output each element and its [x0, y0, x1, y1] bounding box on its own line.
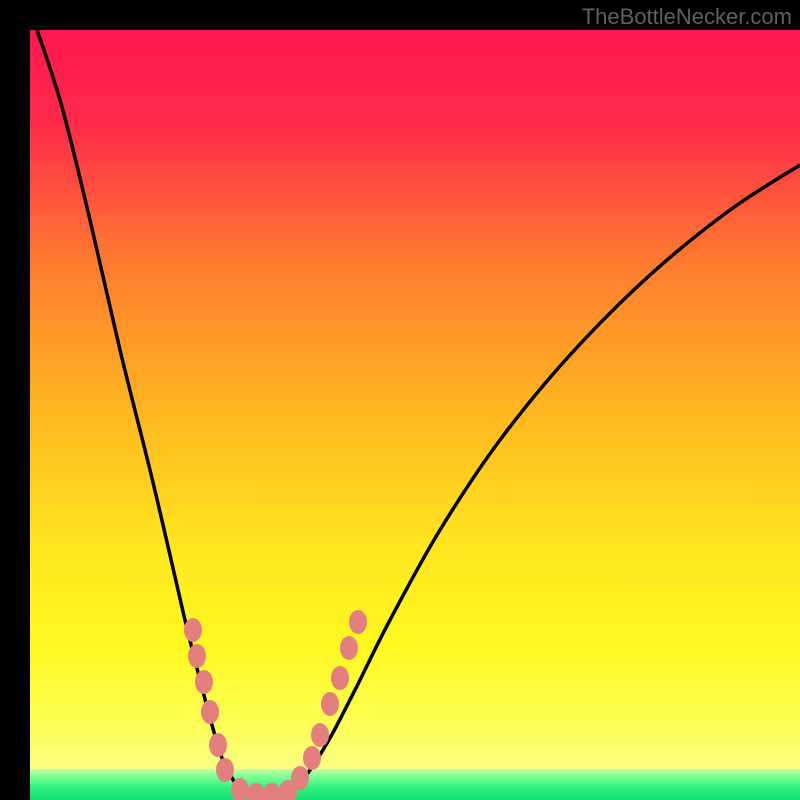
curve-overlay	[0, 0, 800, 800]
data-marker	[263, 783, 281, 800]
data-marker	[209, 733, 227, 757]
bottleneck-curve	[30, 10, 800, 797]
data-marker	[291, 766, 309, 790]
data-marker	[331, 666, 349, 690]
data-marker	[201, 700, 219, 724]
data-marker	[303, 746, 321, 770]
data-marker	[349, 610, 367, 634]
marker-group	[184, 610, 367, 800]
data-marker	[247, 783, 265, 800]
data-marker	[311, 723, 329, 747]
data-marker	[195, 670, 213, 694]
data-marker	[184, 618, 202, 642]
data-marker	[321, 692, 339, 716]
watermark-text: TheBottleNecker.com	[582, 4, 792, 30]
data-marker	[340, 636, 358, 660]
data-marker	[216, 758, 234, 782]
data-marker	[188, 644, 206, 668]
